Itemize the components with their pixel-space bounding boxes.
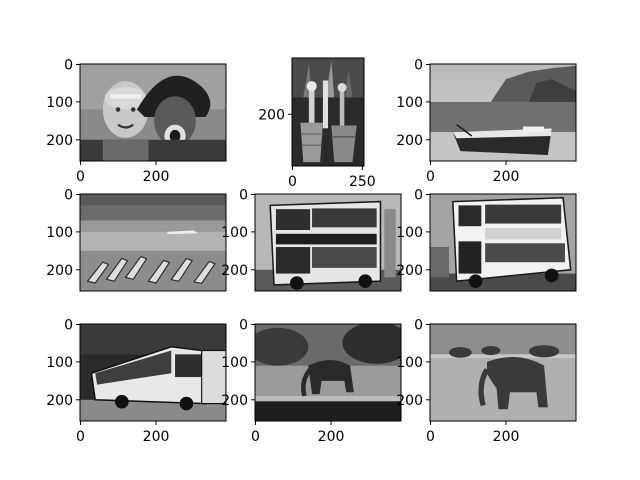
panel-2-x-tick-label: 250 — [349, 174, 376, 190]
panel-4-y-tick-label: 100 — [46, 225, 73, 241]
panel-1-x-tick-label: 200 — [143, 169, 170, 185]
panel-2 — [291, 57, 365, 167]
panel-9-x-tick-label: 0 — [426, 429, 435, 445]
panel-1-y-tick-label: 200 — [46, 133, 73, 149]
panel-7 — [79, 323, 227, 422]
panel-4-image — [80, 194, 226, 291]
panel-6-y-tick-label: 100 — [396, 225, 423, 241]
panel-2-image — [292, 58, 364, 166]
panel-1-y-tick-label: 100 — [46, 95, 73, 111]
panel-9-x-tick-label: 200 — [493, 429, 520, 445]
panel-4 — [79, 193, 227, 292]
panel-8 — [254, 323, 402, 422]
panel-7-y-tick-label: 200 — [46, 393, 73, 409]
panel-6-image — [430, 194, 576, 291]
panel-3-y-tick-label: 200 — [396, 133, 423, 149]
panel-8-x-tick-label: 200 — [318, 429, 345, 445]
panel-7-y-tick-label: 100 — [46, 355, 73, 371]
panel-6 — [429, 193, 577, 292]
panel-8-y-tick-label: 0 — [239, 318, 248, 334]
panel-9 — [429, 323, 577, 422]
panel-6-y-tick-label: 0 — [414, 188, 423, 204]
panel-9-y-tick-label: 100 — [396, 355, 423, 371]
panel-2-y-tick-label: 200 — [258, 107, 285, 123]
panel-1 — [79, 63, 227, 162]
panel-3-x-tick-label: 200 — [493, 169, 520, 185]
panel-3-y-tick-label: 0 — [414, 58, 423, 74]
tick-layer: 0 200 0 100 200 0 250 200 0 200 0 100 200 0 100 200 0 100… — [46, 58, 519, 446]
panel-6-y-tick-label: 200 — [396, 263, 423, 279]
panel-1-y-tick-label: 0 — [64, 58, 73, 74]
panel-5 — [254, 193, 402, 292]
panel-5-y-tick-label: 0 — [239, 188, 248, 204]
panel-8-y-tick-label: 100 — [221, 355, 248, 371]
panel-3-x-tick-label: 0 — [426, 169, 435, 185]
panel-3-y-tick-label: 100 — [396, 95, 423, 111]
panel-5-image — [255, 194, 401, 291]
panel-5-y-tick-label: 100 — [221, 225, 248, 241]
panel-8-image — [255, 324, 401, 421]
panel-9-y-tick-label: 200 — [396, 393, 423, 409]
panel-8-x-tick-label: 0 — [251, 429, 260, 445]
panel-5-y-tick-label: 200 — [221, 263, 248, 279]
panel-7-y-tick-label: 0 — [64, 318, 73, 334]
panel-1-image — [80, 64, 226, 161]
panel-3 — [429, 63, 577, 162]
panel-4-y-tick-label: 200 — [46, 263, 73, 279]
panel-1-x-tick-label: 0 — [76, 169, 85, 185]
panel-8-y-tick-label: 200 — [221, 393, 248, 409]
panel-3-image — [430, 64, 576, 161]
panel-7-image — [80, 324, 226, 421]
panel-2-x-tick-label: 0 — [288, 174, 297, 190]
panel-4-y-tick-label: 0 — [64, 188, 73, 204]
panel-7-x-tick-label: 200 — [143, 429, 170, 445]
panel-9-image — [430, 324, 576, 421]
panel-9-y-tick-label: 0 — [414, 318, 423, 334]
panel-7-x-tick-label: 0 — [76, 429, 85, 445]
